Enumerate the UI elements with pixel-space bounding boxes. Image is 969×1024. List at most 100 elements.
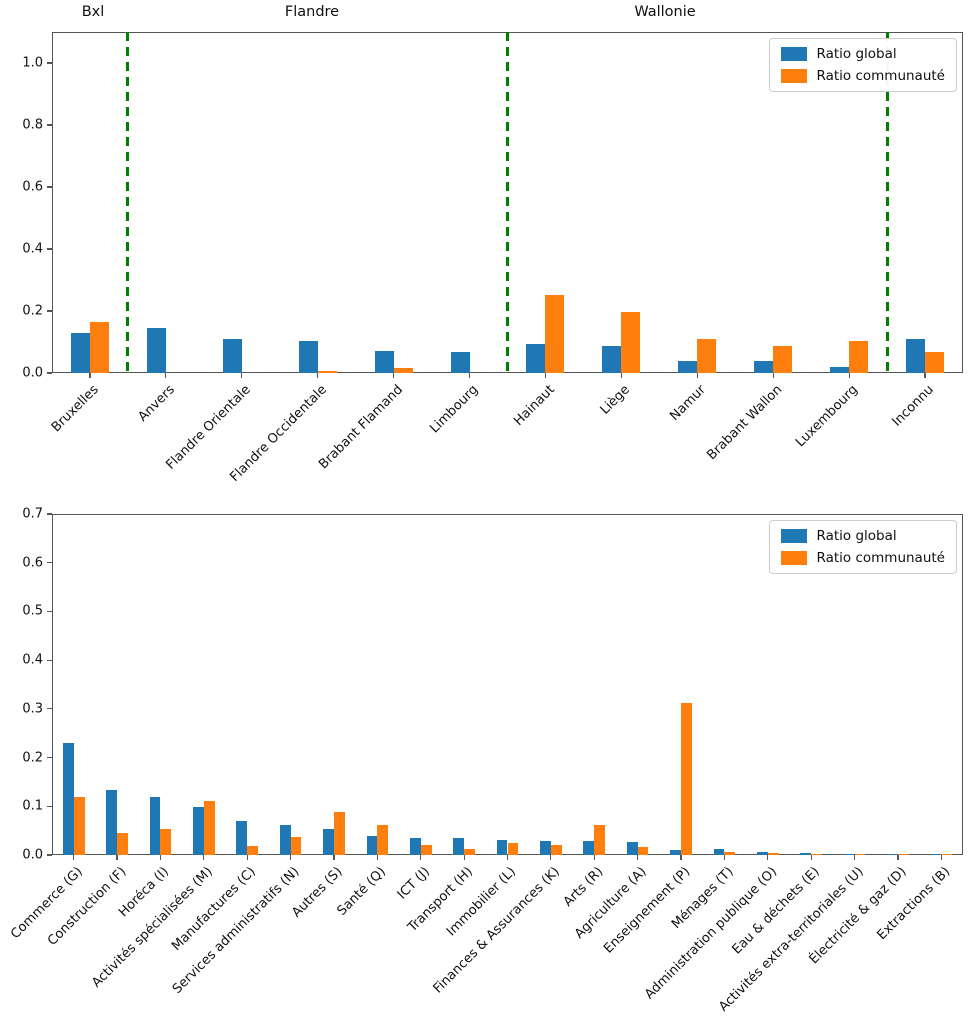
region-label: Flandre <box>284 4 340 20</box>
y-tick-mark <box>47 124 52 126</box>
x-tick-mark <box>73 855 75 860</box>
bar-ratio-global <box>670 850 682 855</box>
x-tick-mark <box>317 373 319 378</box>
bar-ratio-global <box>713 849 725 855</box>
bar-ratio-communaute <box>637 847 649 855</box>
x-tick-mark <box>550 855 552 860</box>
region-label: Wallonie <box>634 4 696 20</box>
y-tick-mark <box>47 513 52 515</box>
bar-ratio-global <box>526 344 546 373</box>
legend-label: Ratio communauté <box>816 550 945 566</box>
bar-ratio-global <box>800 852 812 855</box>
x-tick-mark <box>506 855 509 860</box>
x-tick-mark <box>116 855 118 860</box>
x-category-label: Limbourg <box>427 382 482 437</box>
bar-ratio-communaute <box>925 351 944 373</box>
bar-ratio-global <box>279 824 291 855</box>
x-category-label: Namur <box>667 382 710 424</box>
x-tick-mark <box>767 855 769 860</box>
x-tick-mark <box>772 373 774 378</box>
x-tick-mark <box>393 373 395 378</box>
x-tick-mark <box>848 373 850 378</box>
x-tick-mark <box>924 373 926 378</box>
bar-ratio-global <box>366 836 378 855</box>
bar-ratio-communaute <box>811 853 822 855</box>
legend-swatch-ratio-global <box>780 47 807 61</box>
x-tick-mark <box>544 373 547 378</box>
bar-ratio-global <box>450 351 470 373</box>
bar-ratio-communaute <box>247 845 259 855</box>
bar-ratio-communaute <box>203 801 215 855</box>
legend-item: Ratio global <box>780 528 945 544</box>
bar-ratio-global <box>887 853 898 855</box>
x-tick-mark <box>680 855 682 860</box>
y-tick-mark <box>47 562 52 564</box>
bar-ratio-communaute <box>377 824 389 855</box>
legend-label: Ratio global <box>816 528 897 544</box>
y-tick-mark <box>47 854 52 856</box>
bar-ratio-communaute <box>464 849 475 855</box>
legend-swatch-ratio-communaute <box>780 69 807 83</box>
separator-line <box>506 32 509 373</box>
bar-ratio-communaute <box>854 853 866 855</box>
y-tick-label: 0.7 <box>22 506 43 522</box>
y-tick-mark <box>47 659 52 661</box>
x-tick-mark <box>810 855 812 860</box>
bar-ratio-global <box>62 742 74 855</box>
x-tick-mark <box>165 373 167 378</box>
bar-ratio-global <box>222 338 242 373</box>
x-tick-mark <box>376 855 378 860</box>
x-category-label: Brabant Wallon <box>704 382 786 464</box>
bar-ratio-global <box>756 852 768 855</box>
bar-ratio-global <box>298 340 318 373</box>
bar-ratio-communaute <box>697 338 717 373</box>
bar-ratio-communaute <box>317 371 337 373</box>
y-tick-label: 0.1 <box>22 798 43 814</box>
bar-ratio-global <box>754 361 774 373</box>
bar-ratio-global <box>374 350 394 373</box>
bar-ratio-communaute <box>89 321 109 373</box>
bar-ratio-communaute <box>117 832 128 855</box>
bar-ratio-communaute <box>545 294 565 373</box>
x-tick-mark <box>897 855 899 860</box>
y-tick-mark <box>47 310 52 312</box>
bar-ratio-communaute <box>290 836 302 855</box>
x-category-label: Luxembourg <box>793 382 862 451</box>
y-tick-label: 1.0 <box>22 55 43 71</box>
y-tick-label: 0.6 <box>22 179 43 195</box>
y-tick-mark <box>47 248 52 250</box>
bar-ratio-communaute <box>594 825 606 855</box>
x-tick-mark <box>333 855 335 860</box>
bar-ratio-global <box>678 360 698 373</box>
bar-ratio-global <box>626 842 638 855</box>
bar-ratio-global <box>453 838 465 855</box>
x-category-label: ICT (J) <box>394 864 433 903</box>
x-tick-mark <box>241 373 243 378</box>
x-tick-mark <box>620 373 622 378</box>
x-tick-mark <box>463 855 465 860</box>
bar-ratio-global <box>540 840 551 855</box>
bar-ratio-communaute <box>550 844 562 855</box>
x-tick-mark <box>420 855 422 860</box>
x-tick-mark <box>723 855 725 860</box>
x-tick-mark <box>940 855 942 860</box>
bar-ratio-global <box>843 853 855 855</box>
bar-ratio-communaute <box>724 851 736 855</box>
bar-ratio-global <box>70 333 90 373</box>
legend-item: Ratio global <box>780 46 945 62</box>
y-tick-mark <box>47 372 52 374</box>
y-tick-mark <box>47 186 52 188</box>
bar-ratio-global <box>602 345 622 373</box>
legend-item: Ratio communauté <box>780 550 945 566</box>
legend-swatch-ratio-global <box>780 529 807 543</box>
y-tick-label: 0.0 <box>22 847 43 863</box>
x-category-label: Brabant Flamand <box>315 382 406 473</box>
legend: Ratio global Ratio communauté <box>768 520 957 574</box>
x-category-label: Inconnu <box>889 382 937 430</box>
legend-label: Ratio global <box>816 46 897 62</box>
x-category-label: Hainaut <box>510 382 558 429</box>
legend-swatch-ratio-communaute <box>780 551 807 565</box>
x-tick-mark <box>289 855 292 860</box>
y-tick-mark <box>47 805 52 807</box>
